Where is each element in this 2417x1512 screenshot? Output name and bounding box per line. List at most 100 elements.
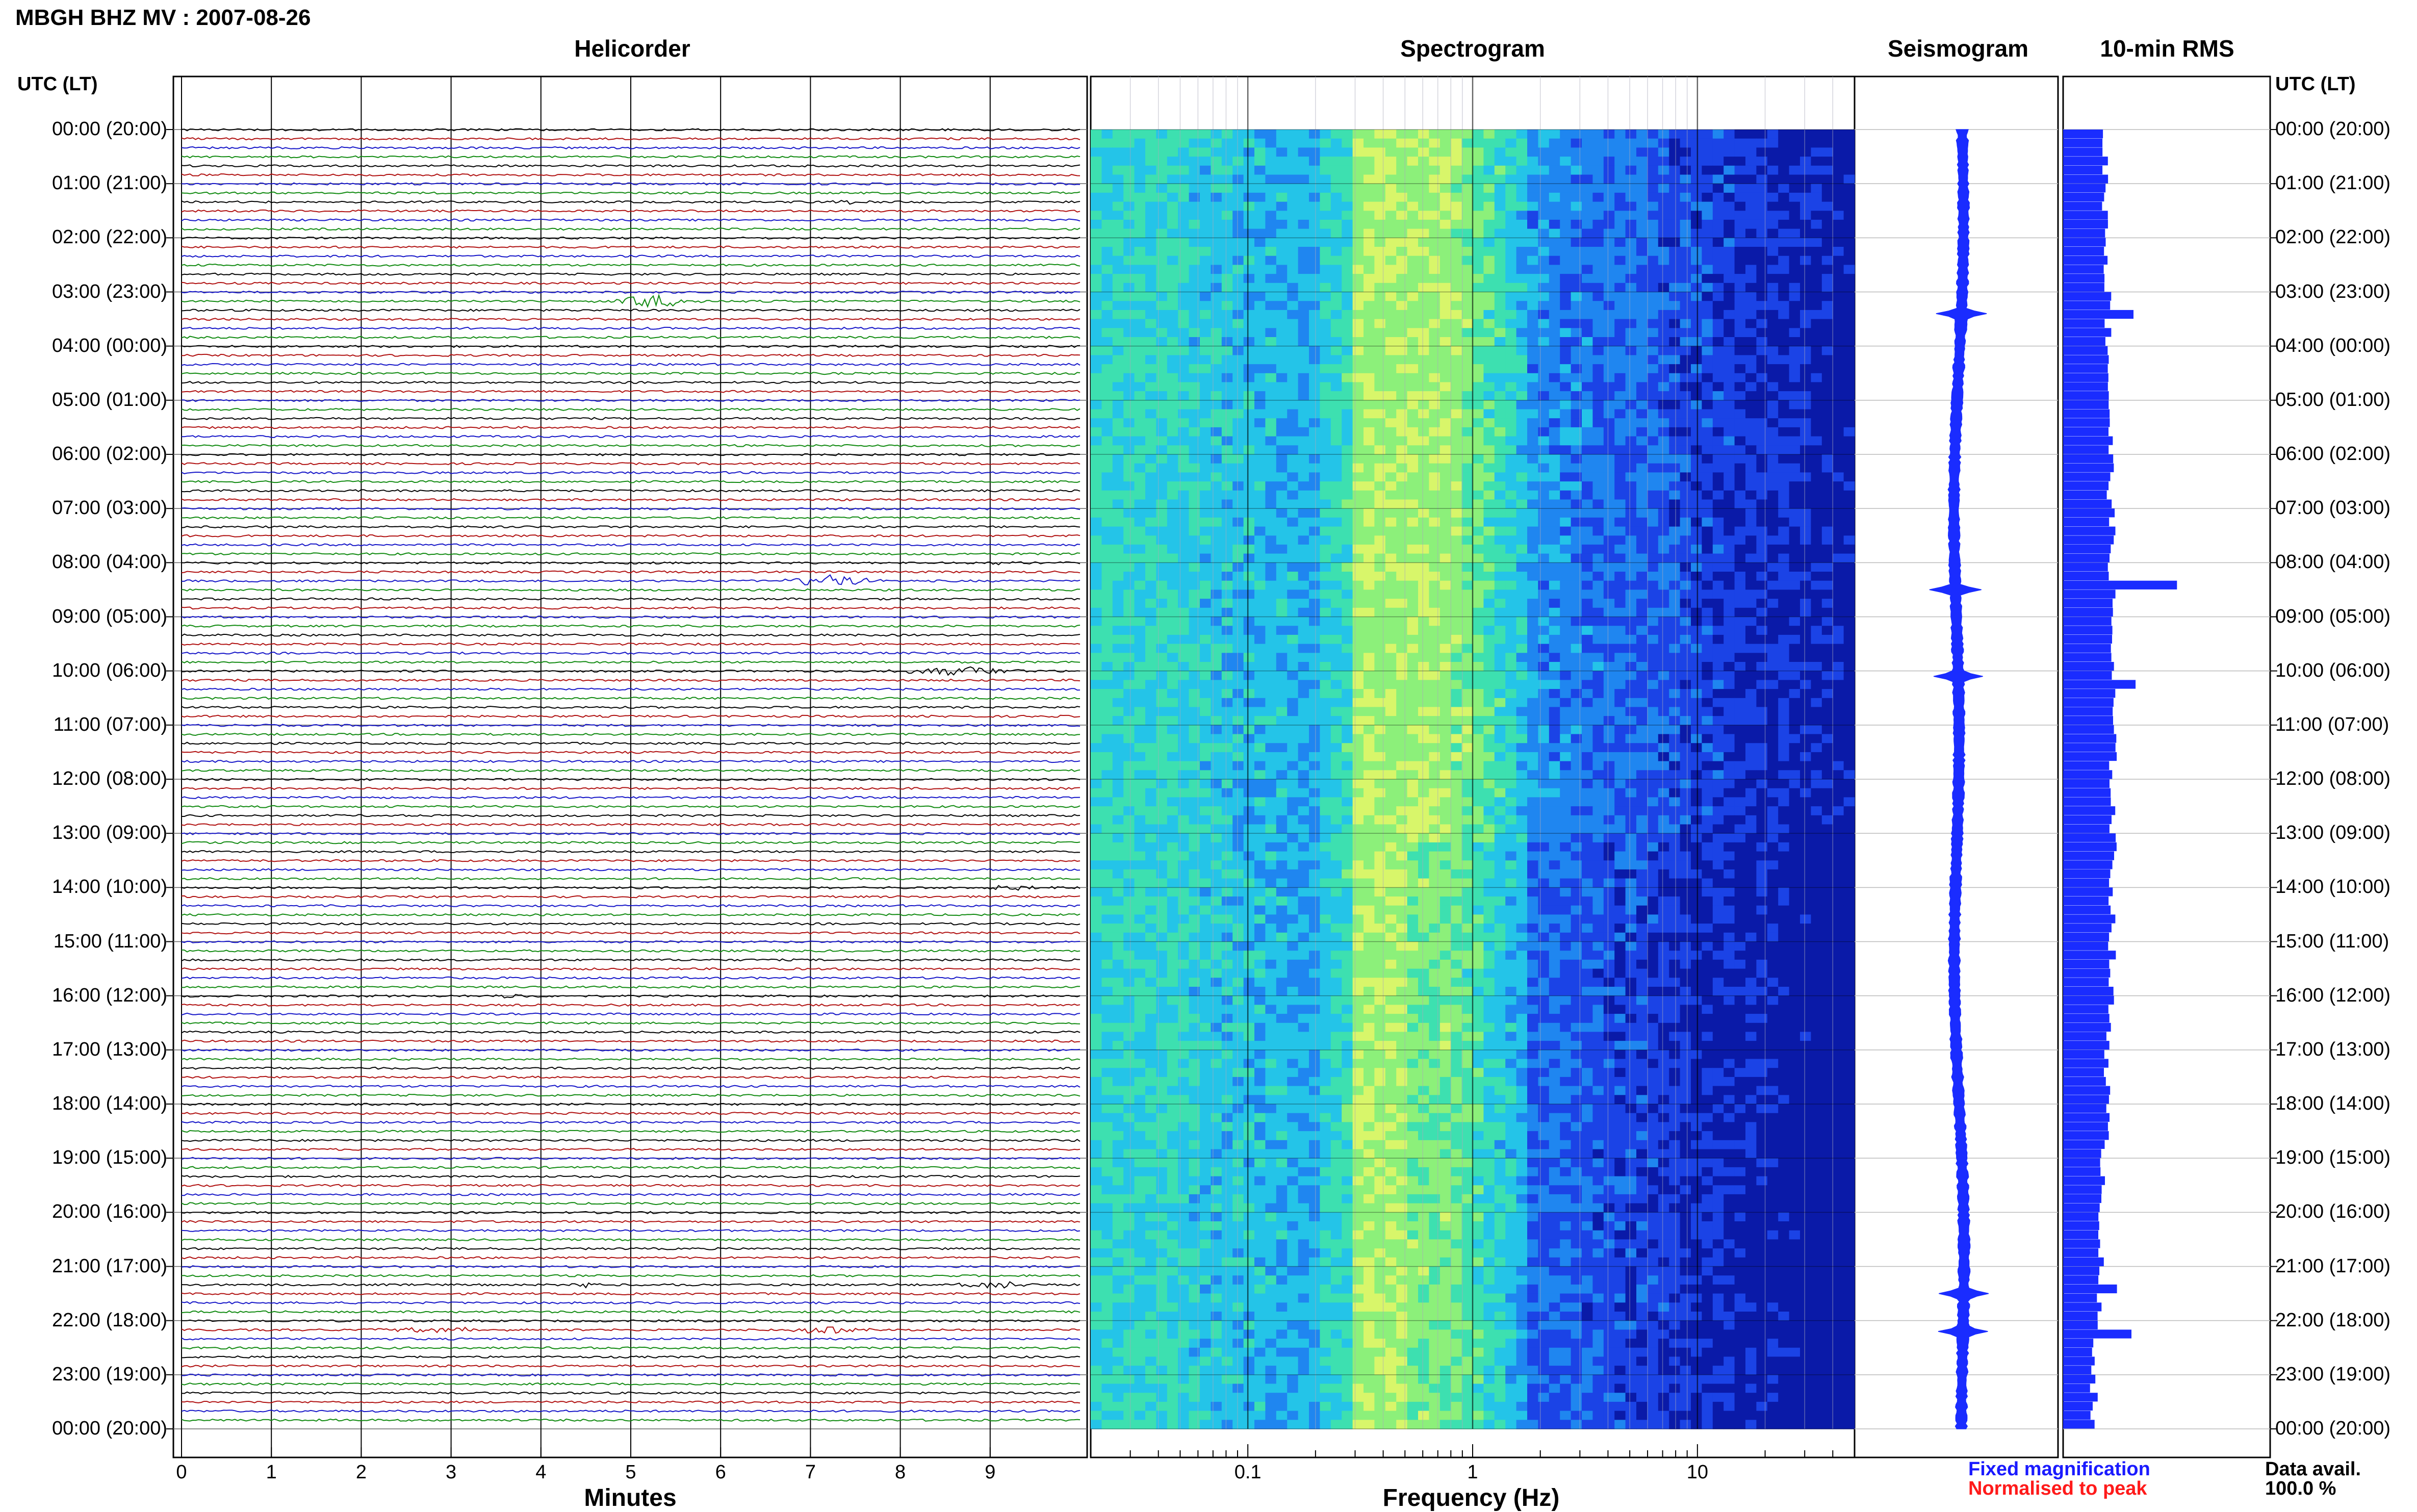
helicorder-traces (173, 76, 1087, 1457)
rms-bar (2063, 680, 2136, 688)
rms-bar (2063, 1375, 2095, 1383)
spectrogram-title: Spectrogram (1400, 35, 1545, 62)
time-tick-left: 06:00 (02:00) (52, 443, 167, 465)
time-tick-left: 21:00 (17:00) (52, 1255, 167, 1277)
rms-bar (2063, 256, 2107, 265)
rms-bar (2063, 1149, 2101, 1158)
rms-bar (2063, 1212, 2098, 1221)
time-tick-right: 23:00 (19:00) (2275, 1364, 2390, 1386)
time-tick-right: 17:00 (13:00) (2275, 1039, 2390, 1061)
rms-bar (2063, 545, 2111, 553)
time-tick-right: 05:00 (01:00) (2275, 389, 2390, 411)
rms-bar (2063, 1158, 2100, 1167)
rms-bar (2063, 1005, 2109, 1013)
rms-bar (2063, 1393, 2098, 1401)
rms-bar (2063, 770, 2112, 779)
time-tick-left: 11:00 (07:00) (54, 714, 167, 736)
time-tick-right: 20:00 (16:00) (2275, 1201, 2390, 1223)
time-tick-right: 04:00 (00:00) (2275, 335, 2390, 357)
rms-bar (2063, 906, 2111, 914)
seismogram-title: Seismogram (1888, 35, 2028, 62)
time-tick-left: 12:00 (08:00) (52, 768, 167, 790)
rms-bar (2063, 1231, 2098, 1239)
rms-bar (2063, 698, 2114, 707)
rms-bar (2063, 942, 2108, 951)
rms-bar (2063, 617, 2112, 626)
rms-bar (2063, 590, 2116, 598)
time-axis-label-right: UTC (LT) (2275, 73, 2356, 95)
time-tick-left: 09:00 (05:00) (52, 606, 167, 628)
time-tick-right: 12:00 (08:00) (2275, 768, 2390, 790)
rms-bar (2063, 1275, 2098, 1284)
rms-bar (2063, 914, 2115, 923)
rms-bar (2063, 1285, 2117, 1293)
rms-bar (2063, 978, 2109, 986)
rms-bar (2063, 301, 2110, 310)
rms-bar (2063, 1122, 2108, 1131)
rms-bar (2063, 319, 2104, 328)
time-tick-right: 22:00 (18:00) (2275, 1310, 2390, 1331)
helicorder-xtick: 7 (805, 1462, 816, 1483)
rms-bar (2063, 1366, 2091, 1374)
rms-bar (2063, 1329, 2131, 1338)
rms-bar (2063, 581, 2177, 590)
rms-bar (2063, 193, 2104, 201)
rms-bar (2063, 779, 2110, 788)
time-tick-left: 04:00 (00:00) (52, 335, 167, 357)
rms-bar (2063, 130, 2103, 138)
rms-bar (2063, 1086, 2110, 1095)
rms-bar (2063, 1339, 2093, 1347)
rms-bar (2063, 987, 2114, 995)
rms-bar (2063, 833, 2116, 842)
time-tick-left: 13:00 (09:00) (52, 822, 167, 844)
time-tick-right: 07:00 (03:00) (2275, 497, 2390, 519)
time-tick-left: 14:00 (10:00) (52, 876, 167, 898)
rms-bar (2063, 1420, 2095, 1428)
time-tick-left: 08:00 (04:00) (52, 551, 167, 573)
rms-bar (2063, 734, 2116, 743)
rms-bar (2063, 184, 2105, 192)
rms-bar (2063, 825, 2110, 833)
rms-bar (2063, 508, 2115, 517)
rms-bar (2063, 608, 2113, 617)
rms-bar (2063, 626, 2113, 634)
rms-bar (2063, 1032, 2106, 1040)
rms-bar (2063, 815, 2112, 824)
rms-bar (2063, 518, 2109, 526)
rms-bar (2063, 157, 2108, 165)
rms-bar (2063, 1239, 2100, 1248)
rms-bar (2063, 1059, 2109, 1068)
rms-bar (2063, 761, 2109, 770)
helicorder-xlabel: Minutes (584, 1484, 676, 1512)
availability-label: Data avail. (2265, 1458, 2361, 1480)
rms-bar (2063, 238, 2106, 246)
helicorder-xtick: 4 (535, 1462, 546, 1483)
rms-bar (2063, 283, 2104, 292)
time-tick-right: 09:00 (05:00) (2275, 606, 2390, 628)
rms-bar (2063, 924, 2112, 932)
rms-bar (2063, 1194, 2101, 1203)
time-tick-left: 19:00 (15:00) (52, 1147, 167, 1169)
rms-bar (2063, 969, 2110, 978)
rms-bar (2063, 743, 2116, 752)
time-tick-left: 03:00 (23:00) (52, 281, 167, 303)
time-tick-left: 20:00 (16:00) (52, 1201, 167, 1223)
rms-bar (2063, 229, 2105, 238)
rms-bar (2063, 1104, 2106, 1113)
rms-bar (2063, 175, 2108, 184)
rms-bar (2063, 1321, 2098, 1329)
time-tick-right: 01:00 (21:00) (2275, 172, 2390, 194)
rms-bar (2063, 860, 2113, 869)
rms-bar (2063, 1041, 2110, 1049)
rms-bar (2063, 1077, 2106, 1086)
rms-bar (2063, 464, 2114, 472)
rms-bar (2063, 887, 2113, 896)
time-tick-left: 02:00 (22:00) (52, 226, 167, 248)
time-tick-left: 10:00 (06:00) (52, 660, 167, 682)
time-tick-right: 03:00 (23:00) (2275, 281, 2390, 303)
rms-bar (2063, 400, 2109, 409)
rms-bar (2063, 933, 2109, 941)
helicorder-xtick: 0 (176, 1462, 187, 1483)
rms-bar (2063, 418, 2110, 427)
